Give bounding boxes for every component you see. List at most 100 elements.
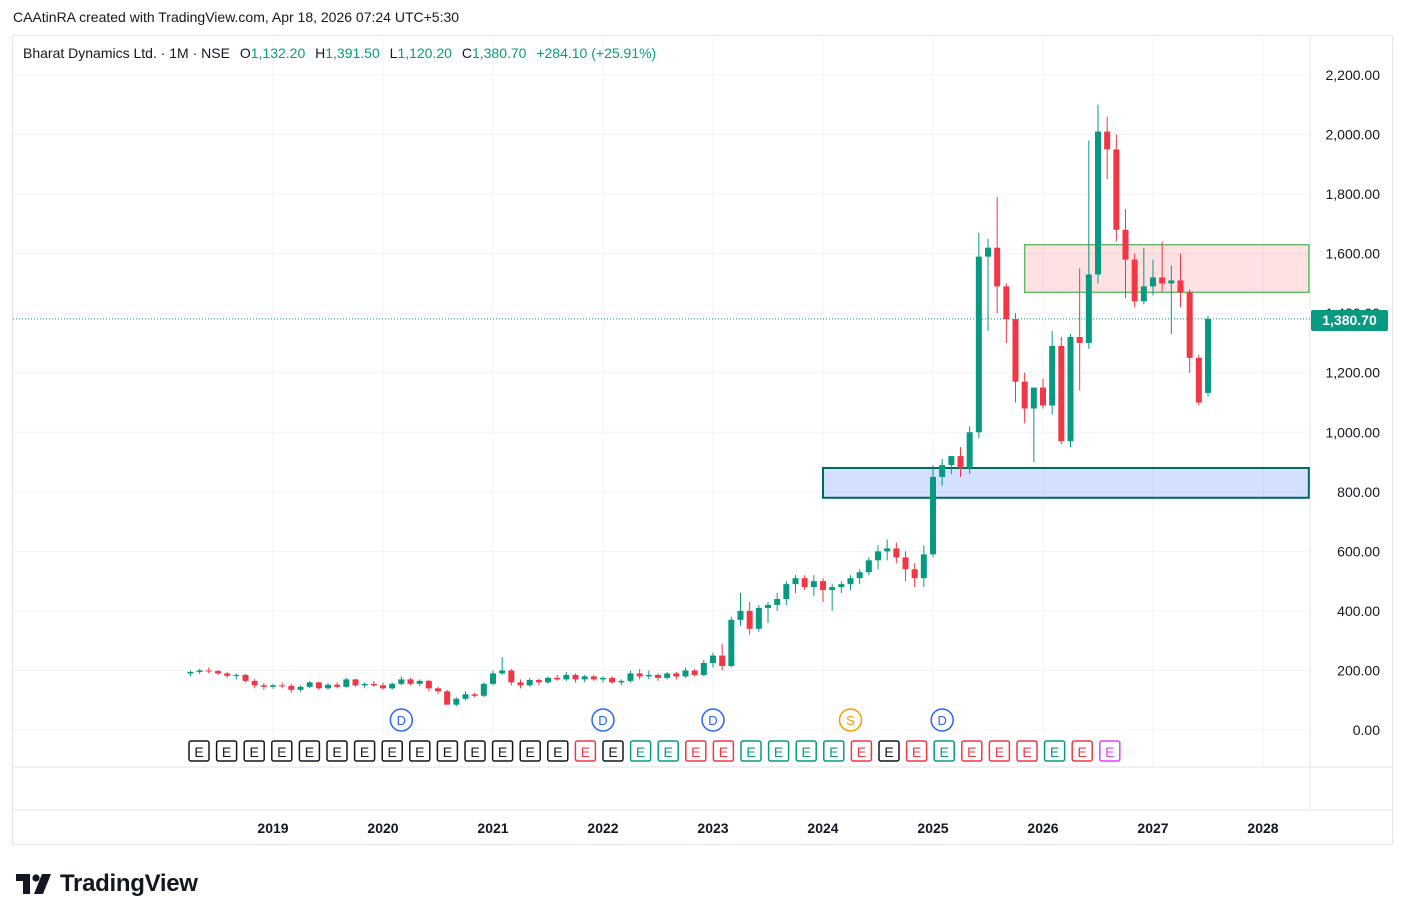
earnings-badge-label: E: [305, 744, 314, 760]
candle-body: [1150, 277, 1156, 287]
open-label: O: [239, 45, 251, 61]
candle-body: [554, 677, 561, 680]
candle-body: [508, 670, 515, 683]
earnings-badge-label: E: [912, 744, 921, 760]
earnings-badge-label: E: [526, 744, 535, 760]
earnings-badge-label: E: [1105, 744, 1114, 760]
earnings-badge: [519, 740, 541, 762]
candle-body: [1131, 259, 1138, 302]
candle-body: [746, 610, 753, 629]
dividend-marker: [701, 708, 725, 732]
dividend-marker: [389, 708, 414, 732]
x-tick-label: 2023: [697, 820, 728, 836]
candle-body: [948, 456, 955, 466]
candle-body: [572, 674, 579, 680]
candle-body: [1113, 149, 1120, 230]
x-tick-label: 2028: [1247, 820, 1278, 836]
x-tick-label: 2021: [477, 820, 508, 836]
candle-body: [975, 256, 982, 433]
earnings-badge: [1016, 740, 1038, 762]
candle-body: [719, 655, 726, 666]
candle-body: [985, 247, 991, 257]
tradingview-footer[interactable]: TradingView: [16, 870, 198, 898]
candle-body: [847, 578, 854, 585]
high-label: H: [315, 45, 326, 61]
last-price-tag: 1,380.70: [1311, 310, 1388, 331]
y-tick-label: 2,000.00: [1326, 127, 1381, 143]
earnings-badge-label: E: [277, 744, 286, 760]
candle-body: [205, 670, 212, 672]
earnings-badge: [215, 740, 238, 762]
candle-body: [224, 673, 231, 676]
y-tick-label: 1,600.00: [1326, 246, 1381, 262]
earnings-badge-label: E: [857, 744, 866, 760]
candle-body: [196, 670, 203, 672]
candle-body: [517, 682, 524, 686]
candle-body: [453, 698, 460, 705]
y-tick-label: 800.00: [1337, 484, 1380, 500]
y-tick-label: 1,000.00: [1326, 424, 1381, 440]
candle-body: [398, 679, 405, 684]
candle-body: [270, 685, 276, 687]
candle-body: [389, 683, 396, 689]
earnings-badge: [243, 740, 265, 762]
candle-body: [325, 684, 331, 689]
earnings-badge: [353, 740, 376, 762]
candle-body: [288, 685, 295, 690]
candle-body: [1205, 318, 1211, 393]
earnings-badge: [574, 740, 597, 762]
x-tick-label: 2022: [587, 820, 618, 836]
candle-body: [774, 599, 781, 605]
x-tick-label: 2019: [257, 820, 288, 836]
candle-body: [673, 673, 680, 677]
tradingview-wordmark: TradingView: [60, 870, 198, 897]
candle-body: [1076, 337, 1083, 343]
earnings-badge-label: E: [553, 744, 562, 760]
x-tick-label: 2024: [807, 820, 838, 836]
candle-body: [609, 677, 616, 683]
candle-body: [462, 694, 469, 699]
candle-body: [581, 676, 588, 680]
low-label: L: [389, 45, 398, 61]
earnings-badge: [878, 740, 900, 762]
candle-body: [1186, 292, 1193, 358]
earnings-badge-label: E: [664, 744, 673, 760]
earnings-badge-label: E: [719, 744, 728, 760]
candle-body: [939, 465, 946, 477]
earnings-badge-label: E: [636, 744, 645, 760]
earnings-badge-label: E: [774, 744, 783, 760]
high-value: 1,391.50: [325, 45, 380, 61]
candle-body: [526, 679, 533, 686]
earnings-badge-label: E: [581, 744, 590, 760]
earnings-badge: [823, 740, 845, 762]
candle-body: [1012, 319, 1019, 382]
event-marker-label: D: [397, 713, 406, 728]
candle-body: [590, 676, 597, 680]
candle-body: [535, 679, 542, 683]
symbol-label[interactable]: Bharat Dynamics Ltd. · 1M · NSE: [23, 45, 230, 61]
chart-frame[interactable]: [12, 35, 1393, 845]
candle-body: [380, 685, 386, 689]
earnings-badge: [1071, 740, 1093, 762]
earnings-badge: [629, 740, 652, 762]
supply-zone: [1023, 243, 1310, 294]
candle-body: [343, 679, 350, 687]
event-marker-label: D: [598, 713, 607, 728]
event-marker-label: S: [846, 713, 855, 728]
earnings-badge-label: E: [884, 744, 893, 760]
earnings-badge-label: E: [1078, 744, 1087, 760]
candle-body: [490, 673, 496, 684]
chart-caption: CAAtinRA created with TradingView.com, A…: [13, 9, 460, 25]
earnings-badge-label: E: [967, 744, 976, 760]
earnings-badge: [1099, 740, 1121, 762]
candle-body: [545, 677, 551, 683]
earnings-badge-label: E: [802, 744, 811, 760]
earnings-badge-label: E: [470, 744, 479, 760]
candle-body: [315, 682, 322, 689]
candle-body: [765, 604, 771, 608]
earnings-badge: [850, 740, 873, 762]
earnings-badge: [298, 740, 321, 762]
y-tick-label: 1,200.00: [1326, 365, 1381, 381]
earnings-badge: [602, 740, 624, 762]
